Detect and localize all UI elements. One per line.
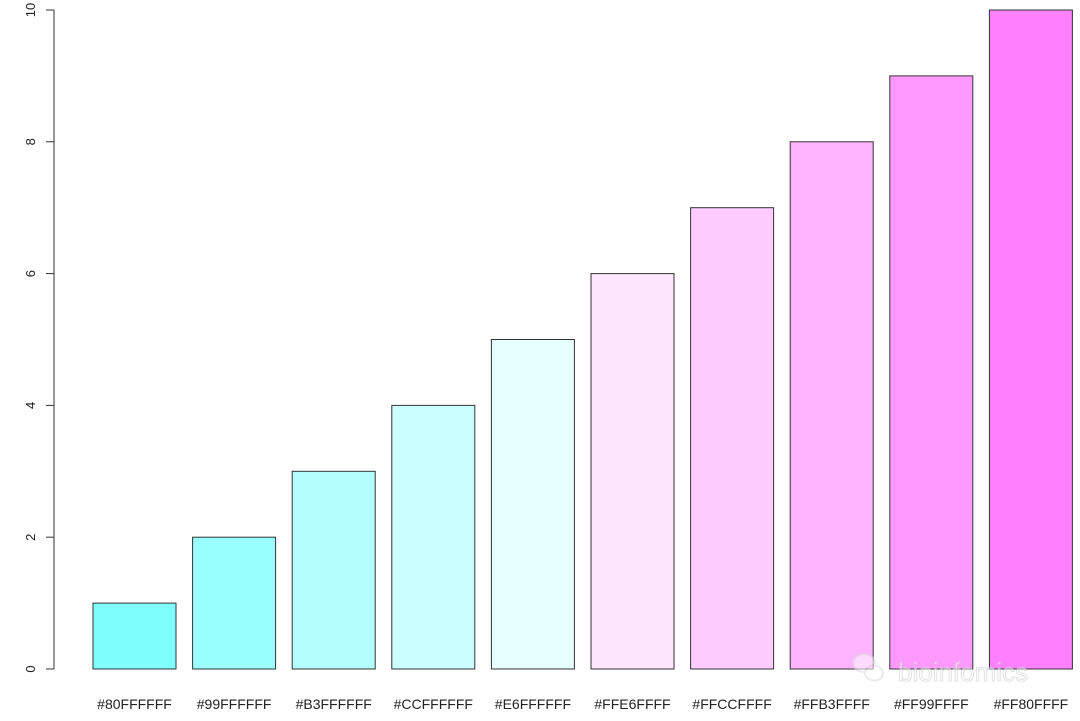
bar	[889, 75, 974, 670]
x-tick-labels: #80FFFFFF #99FFFFFF #B3FFFFFF #CCFFFFFF #E6F…	[97, 696, 1068, 712]
x-tick-label: #99FFFFFF	[197, 696, 272, 712]
y-tick-label: 10	[23, 3, 38, 17]
y-tick-label: 8	[23, 138, 38, 145]
y-tick-label: 2	[23, 534, 38, 541]
x-tick-label: #FF99FFFF	[894, 696, 969, 712]
bar	[490, 339, 575, 670]
wechat-icon	[852, 653, 884, 682]
bar	[192, 536, 277, 670]
bar	[590, 273, 675, 670]
x-tick-label: #80FFFFFF	[97, 696, 172, 712]
bar	[988, 9, 1073, 670]
bar	[92, 602, 177, 670]
y-tick-label: 6	[23, 270, 38, 277]
bar	[690, 207, 775, 670]
x-tick-label: #E6FFFFFF	[495, 696, 571, 712]
bars	[92, 9, 1073, 670]
y-tick-label: 0	[23, 665, 38, 672]
x-tick-label: #FF80FFFF	[994, 696, 1069, 712]
bar	[789, 141, 874, 670]
x-tick-label: #B3FFFFFF	[296, 696, 372, 712]
y-tick-label: 4	[23, 402, 38, 409]
bar	[391, 404, 476, 670]
bar	[291, 470, 376, 670]
x-tick-label: #FFCCFFFF	[692, 696, 771, 712]
x-tick-label: #FFB3FFFF	[794, 696, 870, 712]
watermark-text: bioinfomics	[898, 657, 1028, 687]
y-axis: 0 2 4 6 8 10	[23, 3, 55, 673]
x-tick-label: #FFE6FFFF	[594, 696, 670, 712]
x-tick-label: #CCFFFFFF	[394, 696, 473, 712]
watermark: bioinfomics	[852, 653, 1029, 688]
